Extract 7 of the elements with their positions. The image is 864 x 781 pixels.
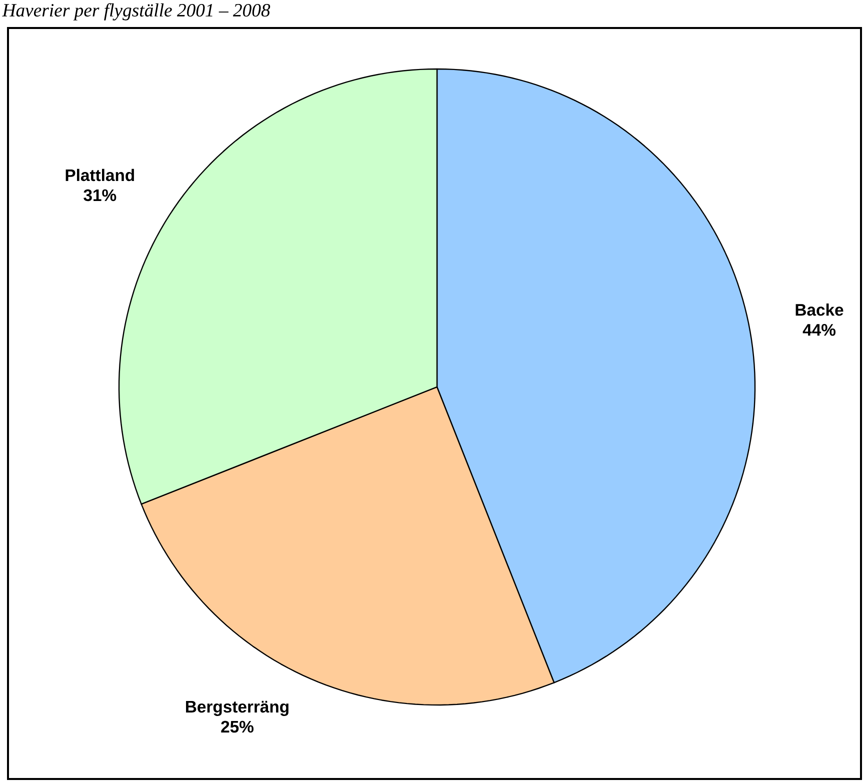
data-label: 25%	[221, 720, 254, 733]
slice-label: Bergsterräng	[186, 700, 288, 716]
slice-label: Backe	[796, 304, 844, 316]
slice-label: Plattland	[66, 168, 134, 182]
chart-title: Haverier per flygställe 2001 – 2008	[2, 3, 270, 20]
data-label: 31%	[84, 189, 116, 202]
data-label: 44%	[802, 324, 836, 336]
